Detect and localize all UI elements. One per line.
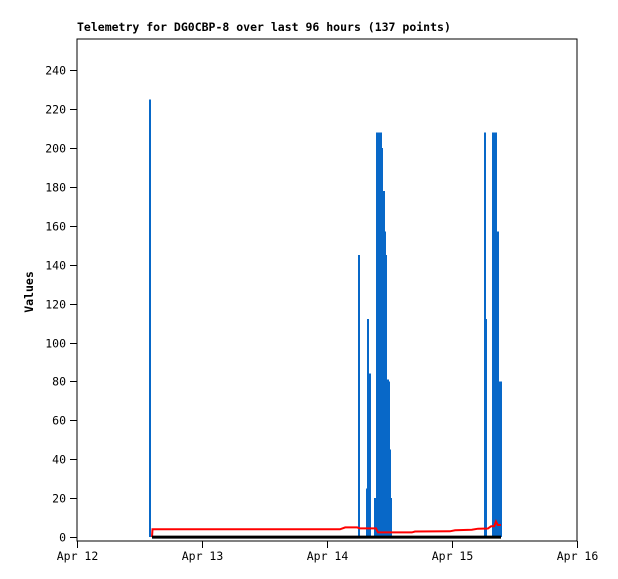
y-axis-label: Values bbox=[22, 271, 36, 313]
y-tick-label: 120 bbox=[45, 298, 66, 312]
y-tick-label: 20 bbox=[52, 492, 66, 506]
y-tick-label: 60 bbox=[52, 414, 66, 428]
y-tick-label: 0 bbox=[59, 531, 66, 545]
y-tick-label: 100 bbox=[45, 337, 66, 351]
chart-title: Telemetry for DG0CBP-8 over last 96 hour… bbox=[77, 20, 451, 34]
y-tick-label: 40 bbox=[52, 453, 66, 467]
y-tick-label: 180 bbox=[45, 181, 66, 195]
y-tick-label: 220 bbox=[45, 103, 66, 117]
y-tick-label: 140 bbox=[45, 259, 66, 273]
x-tick-label: Apr 12 bbox=[57, 549, 99, 563]
y-axis-ticks: 0 20 40 60 80 100 120 140 160 180 200 220 240 bbox=[45, 64, 77, 545]
x-tick-label: Apr 15 bbox=[432, 549, 474, 563]
y-tick-label: 240 bbox=[45, 64, 66, 78]
x-tick-label: Apr 16 bbox=[557, 549, 599, 563]
y-tick-label: 160 bbox=[45, 220, 66, 234]
y-tick-label: 80 bbox=[52, 375, 66, 389]
red-line-channel-line bbox=[151, 519, 501, 538]
data-series bbox=[148, 99, 502, 539]
plot-frame bbox=[76, 38, 578, 542]
x-axis-ticks: Apr 12 Apr 13 Apr 14 Apr 15 Apr 16 bbox=[57, 541, 599, 563]
x-tick-label: Apr 14 bbox=[307, 549, 349, 563]
y-tick-label: 200 bbox=[45, 142, 66, 156]
x-tick-label: Apr 13 bbox=[182, 549, 224, 563]
